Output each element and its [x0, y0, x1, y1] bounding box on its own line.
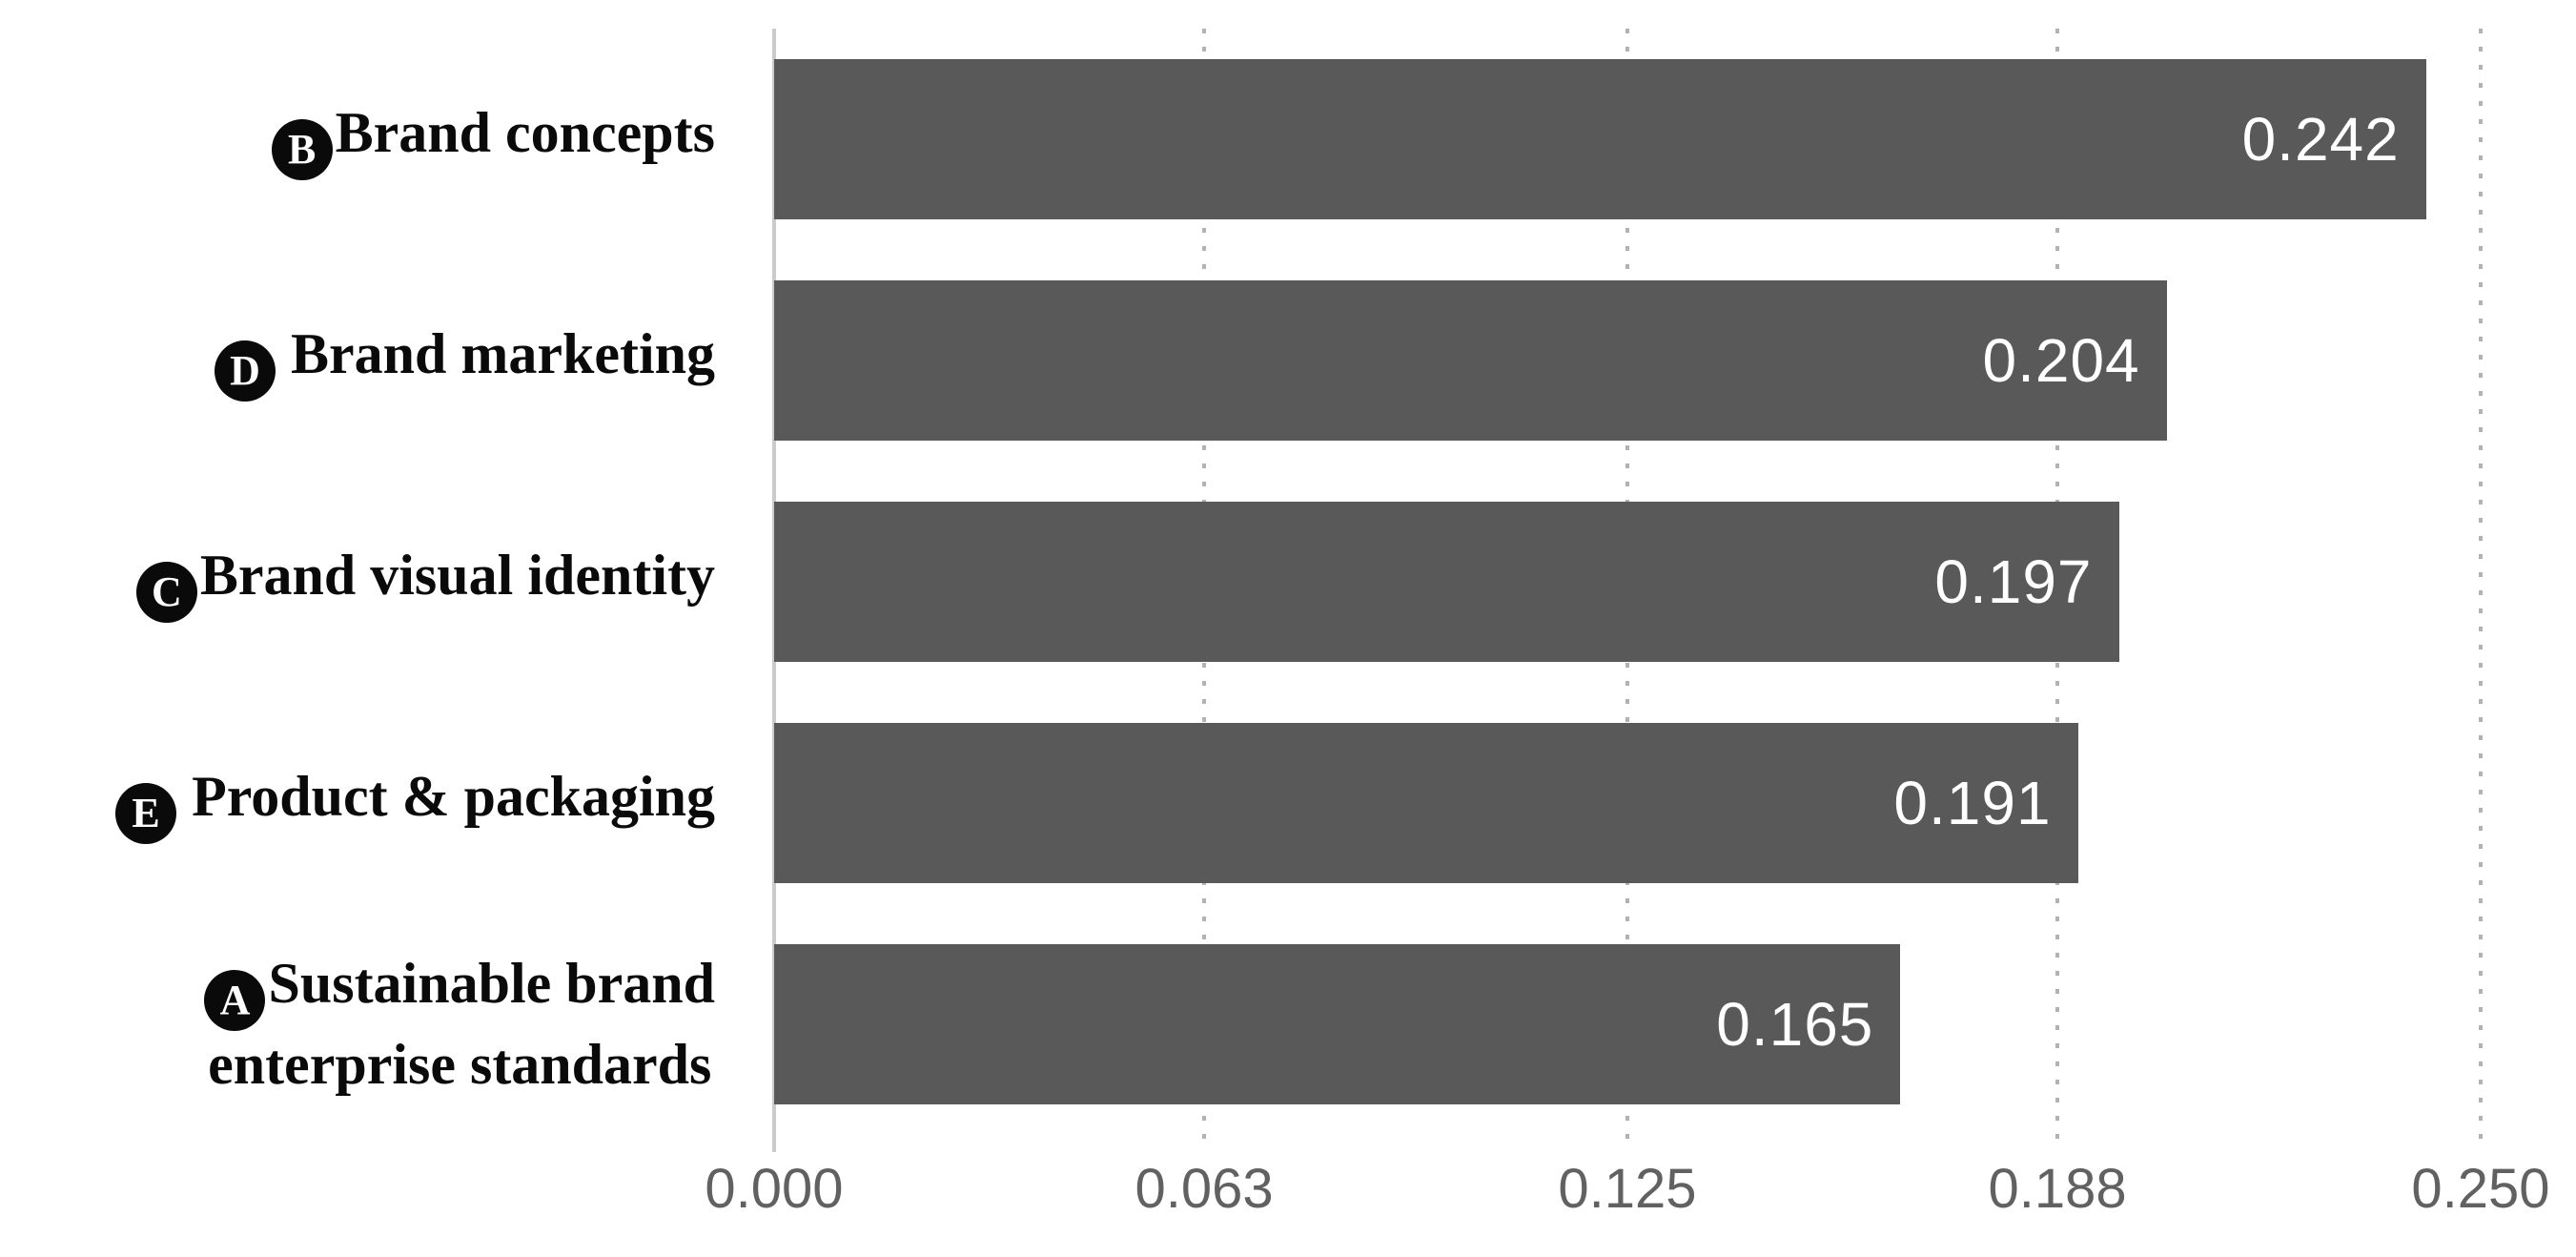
bar-E: 0.191 — [774, 723, 2078, 883]
bar-row: 0.191 — [774, 692, 2481, 914]
circled-letter-icon: A — [204, 970, 266, 1032]
category-label-line: A Sustainable brand — [204, 950, 715, 1032]
category-label-line: E Product & packaging — [115, 763, 715, 844]
category-label-D: D Brand marketing — [214, 320, 715, 402]
bar-value-label: 0.197 — [1934, 547, 2093, 616]
category-label-row: B Brand concepts — [0, 29, 774, 250]
bars-layer: 0.242 0.204 0.197 0.191 0.165 — [774, 29, 2481, 1135]
category-label-line: D Brand marketing — [214, 320, 715, 402]
category-label-A: A Sustainable brand enterprise standards — [204, 950, 715, 1099]
bar-row: 0.197 — [774, 471, 2481, 692]
bar-value-label: 0.165 — [1716, 990, 1874, 1059]
x-tick-label-0.125: 0.125 — [1558, 1158, 1697, 1220]
x-tick-label-0.250: 0.250 — [2411, 1158, 2550, 1220]
category-label-line: C Brand visual identity — [135, 542, 715, 623]
bar-A: 0.165 — [774, 944, 1901, 1104]
bar-row: 0.242 — [774, 29, 2481, 250]
category-label-line: enterprise standards — [208, 1033, 712, 1097]
x-tick-label-0.000: 0.000 — [705, 1158, 844, 1220]
circled-letter-icon: B — [271, 118, 333, 180]
bar-C: 0.197 — [774, 502, 2119, 662]
bar-value-label: 0.191 — [1893, 769, 2052, 837]
category-label-row: C Brand visual identity — [0, 471, 774, 692]
x-tick-label-0.063: 0.063 — [1135, 1158, 1274, 1220]
circled-letter-icon: C — [135, 561, 197, 623]
category-label-line: B Brand concepts — [271, 99, 715, 180]
category-label-E: E Product & packaging — [115, 763, 715, 844]
bar-value-label: 0.204 — [1982, 326, 2140, 395]
category-label-row: A Sustainable brand enterprise standards — [0, 914, 774, 1135]
category-label-row: D Brand marketing — [0, 250, 774, 471]
plot-area: 0.242 0.204 0.197 0.191 0.165 — [772, 29, 2483, 1152]
category-axis-labels: B Brand concepts D Brand marketing C Brand vi… — [0, 29, 774, 1135]
category-label-C: C Brand visual identity — [135, 542, 715, 623]
bar-row: 0.165 — [774, 914, 2481, 1135]
bar-value-label: 0.242 — [2241, 105, 2400, 174]
bar-row: 0.204 — [774, 250, 2481, 471]
circled-letter-icon: D — [214, 340, 276, 402]
category-label-row: E Product & packaging — [0, 692, 774, 914]
x-tick-label-0.188: 0.188 — [1988, 1158, 2127, 1220]
bar-B: 0.242 — [774, 59, 2426, 219]
category-label-B: B Brand concepts — [271, 99, 715, 180]
gridline-0.250 — [2479, 29, 2483, 1152]
circled-letter-icon: E — [115, 782, 177, 844]
value-axis-tick-labels: 0.000 0.063 0.125 0.188 0.250 — [705, 1158, 2549, 1238]
bar-D: 0.204 — [774, 280, 2167, 441]
